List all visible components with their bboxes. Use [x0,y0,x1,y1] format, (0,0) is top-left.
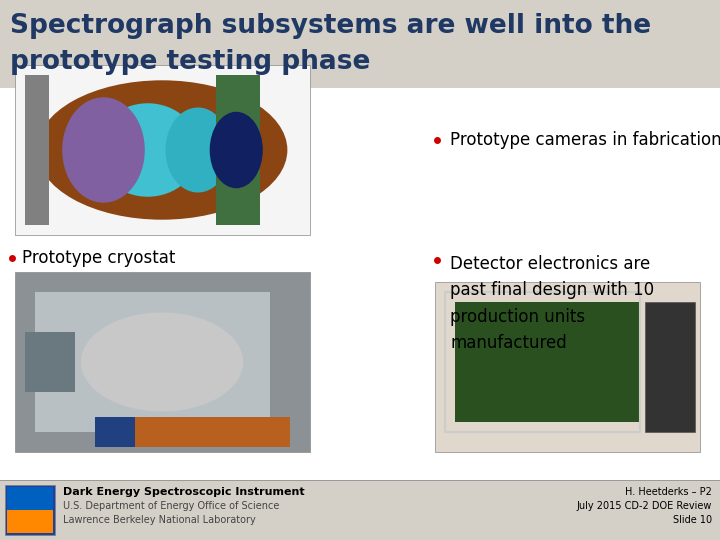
Bar [645,302,695,432]
Bar [7,487,53,510]
Text: U.S. Department of Energy Office of Science: U.S. Department of Energy Office of Scie… [63,501,279,511]
Text: Prototype cameras in fabrication: Prototype cameras in fabrication [450,131,720,149]
Bar [95,417,290,447]
Bar [7,510,53,533]
Ellipse shape [166,107,230,192]
Bar [15,272,310,452]
Text: Prototype cryostat: Prototype cryostat [22,249,176,267]
Bar [15,65,310,235]
Bar [25,75,49,225]
Bar [0,480,720,540]
Text: Lawrence Berkeley National Laboratory: Lawrence Berkeley National Laboratory [63,515,256,525]
Bar [445,292,640,432]
Text: Slide 10: Slide 10 [673,515,712,525]
Bar [95,417,135,447]
Text: Spectrograph subsystems are well into the: Spectrograph subsystems are well into th… [10,13,651,39]
Text: Dark Energy Spectroscopic Instrument: Dark Energy Spectroscopic Instrument [63,487,305,497]
Bar [215,75,260,225]
Bar [0,0,720,88]
Bar [435,282,700,452]
Bar [0,88,720,480]
Ellipse shape [210,112,263,188]
Bar [455,302,640,422]
Text: prototype testing phase: prototype testing phase [10,49,370,75]
Text: H. Heetderks – P2: H. Heetderks – P2 [625,487,712,497]
Ellipse shape [96,103,199,197]
Bar [35,292,270,432]
Text: July 2015 CD-2 DOE Review: July 2015 CD-2 DOE Review [577,501,712,511]
Ellipse shape [37,80,287,220]
Ellipse shape [81,313,243,411]
Bar [5,485,55,535]
Ellipse shape [62,97,145,202]
Bar [25,332,75,392]
Text: Detector electronics are
past final design with 10
production units
manufactured: Detector electronics are past final desi… [450,255,654,352]
